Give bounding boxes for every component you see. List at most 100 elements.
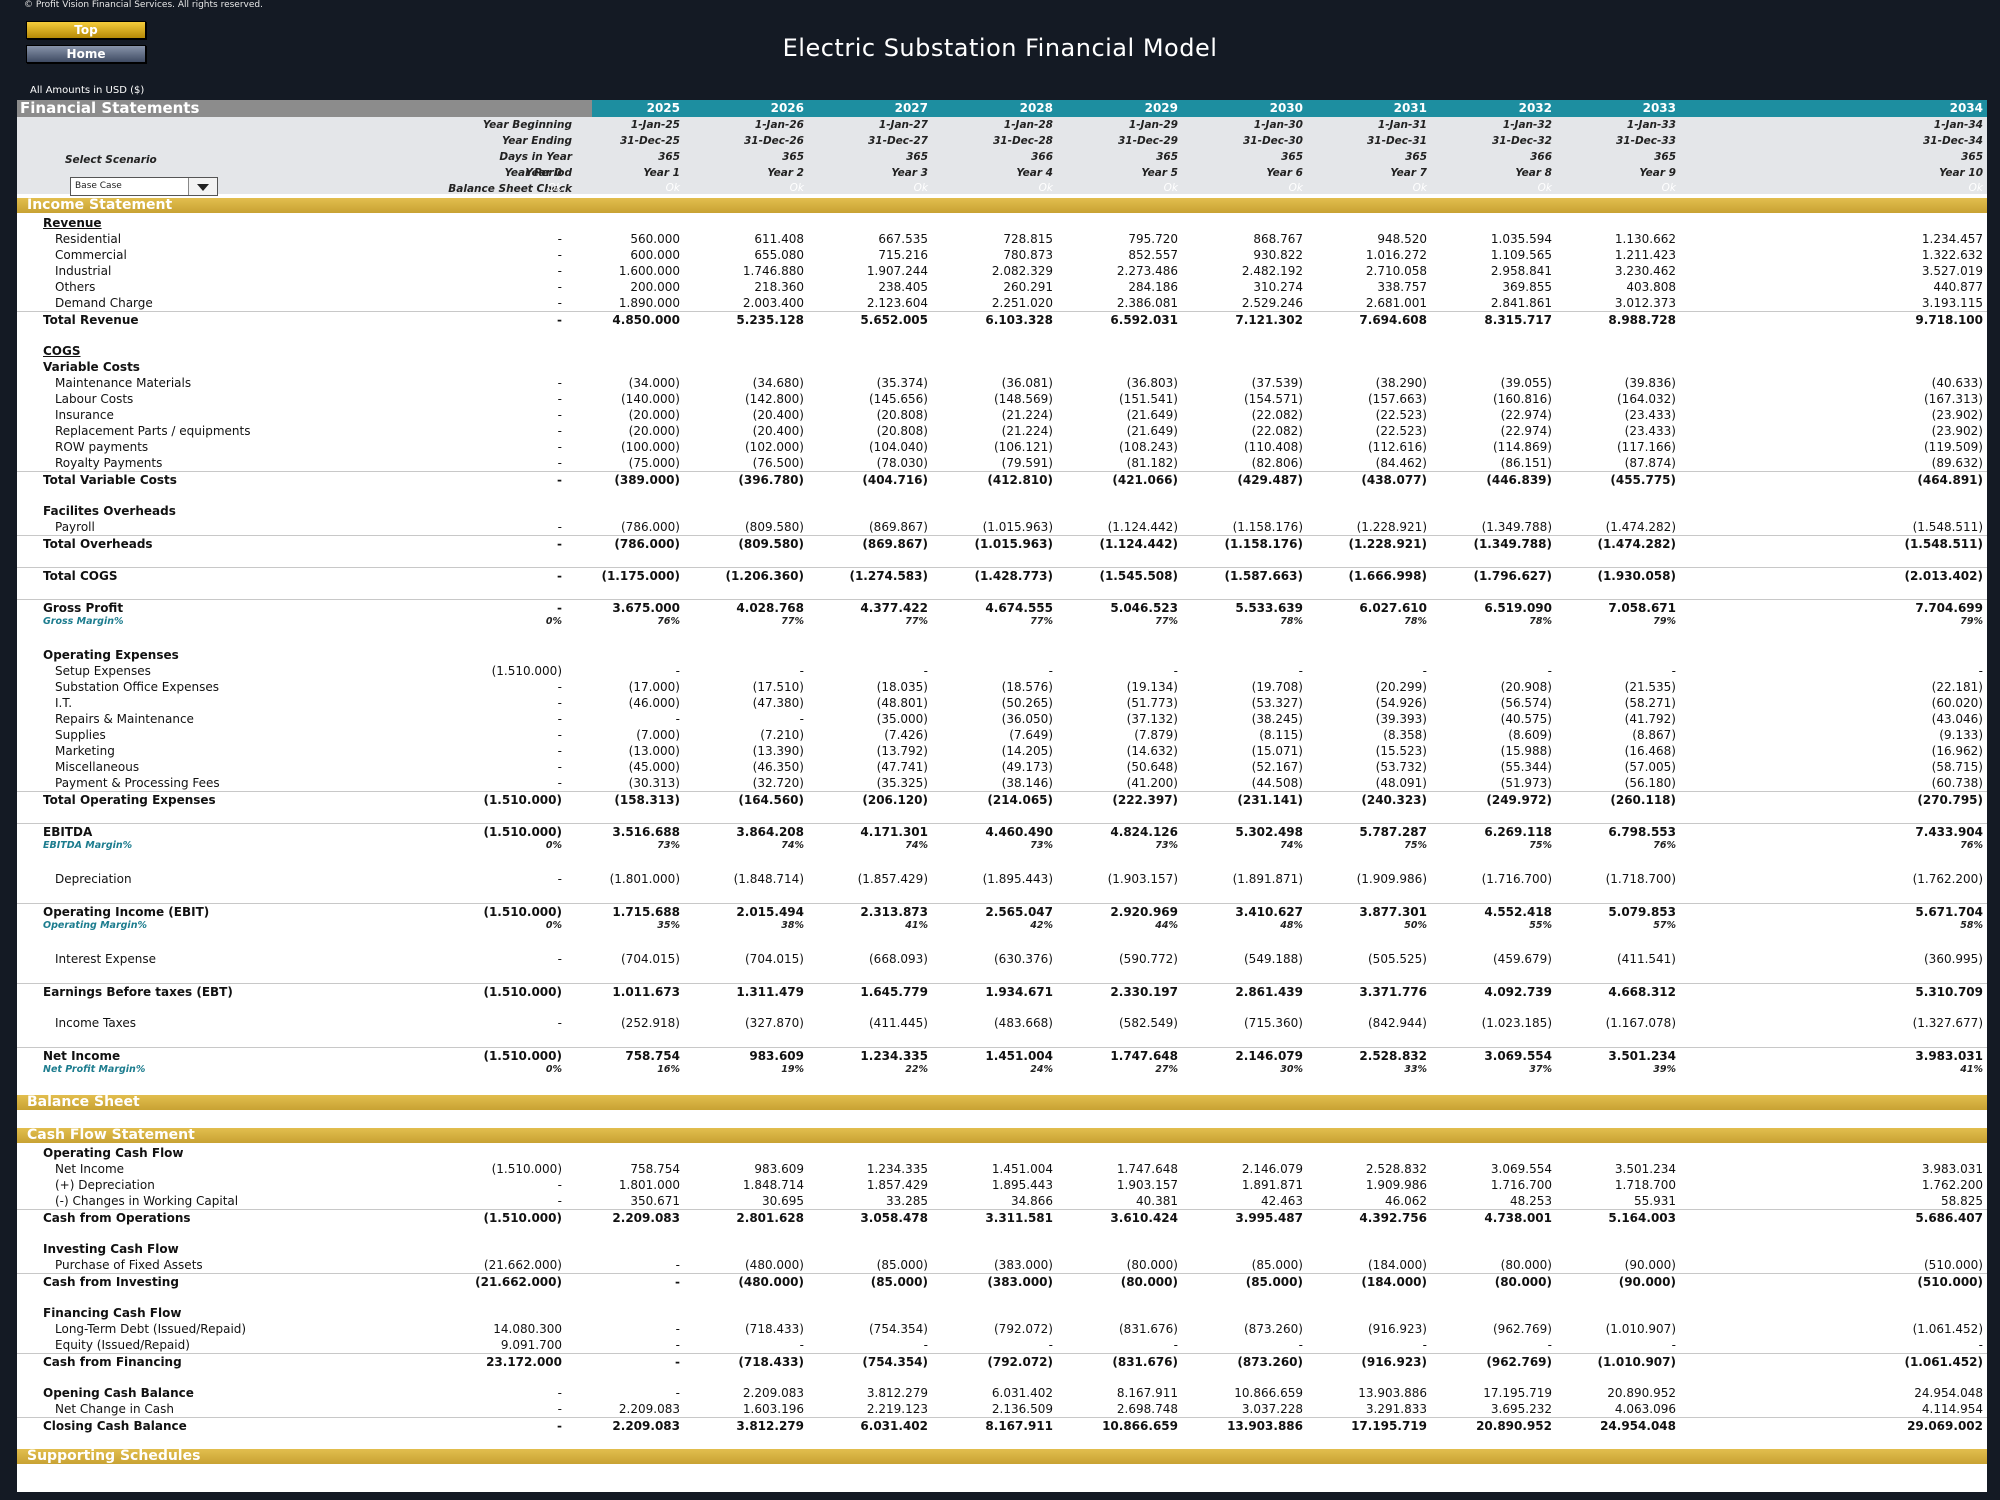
cell-value: (45.000) [628,760,680,774]
cell-value: - [1671,664,1676,678]
meta-value: 1-Jan-32 [1502,119,1552,131]
balance-check-value: Ok [1412,182,1427,194]
cell-value: (58.271) [1624,696,1676,710]
cell-value: - [1422,664,1427,678]
cell-value: 7.704.699 [1915,601,1983,615]
cell-value: (1.545.508) [1099,569,1178,583]
cell-value: (36.081) [1001,376,1053,390]
cell-value: (47.741) [876,760,928,774]
home-button[interactable]: Home [26,45,146,63]
cell-value: 948.520 [1377,232,1427,246]
cell-value: (2.013.402) [1904,569,1983,583]
cell-value: 983.609 [749,1049,804,1063]
copyright-notice: © Profit Vision Financial Services. All … [24,0,263,10]
income-row: Supplies - (7.000) (7.210) (7.426) (7.649) (7.… [17,727,1987,743]
cell-value: (56.180) [1624,776,1676,790]
row-label: Depreciation [55,872,132,886]
cell-value: 4.171.301 [860,825,928,839]
cell-value: (916.923) [1368,1322,1427,1336]
cell-value: 75% [1404,840,1427,851]
scenario-value: Base Case [75,181,122,191]
cell-value: 2.529.246 [1241,296,1303,310]
cell-value: (549.188) [1244,952,1303,966]
cell-value: - [557,408,562,422]
row-label: Total COGS [43,569,118,583]
cell-value: - [1048,1338,1053,1352]
cell-value: (1.010.907) [1605,1322,1676,1336]
cell-value: - [1671,1338,1676,1352]
cell-value: 338.757 [1377,280,1427,294]
cell-value: (21.649) [1126,424,1178,438]
cell-value: - [923,664,928,678]
meta-value: 365 [1405,151,1427,163]
cell-value: 2.209.083 [612,1419,680,1433]
cell-value: (35.374) [876,376,928,390]
cell-value: 218.360 [754,280,804,294]
cell-value: 2.528.832 [1365,1162,1427,1176]
income-row: EBITDA Margin% 0% 73% 74% 74% 73% 73% 74% 75% 75%… [17,839,1987,855]
cell-value: (9.133) [1939,728,1983,742]
year-label: 2031 [1393,101,1427,115]
cell-value: (41.200) [1126,776,1178,790]
cell-value: (1.510.000) [491,664,562,678]
cell-value: (1.762.200) [1912,872,1983,886]
row-label: Maintenance Materials [55,376,192,390]
cell-value: - [557,473,562,487]
cell-value: (421.066) [1112,473,1178,487]
cashflow-row: Cash from Investing (21.662.000) - (480.000… [17,1273,1987,1290]
cell-value: (20.808) [876,408,928,422]
cell-value: 5.787.287 [1359,825,1427,839]
cell-value: 1.715.688 [612,905,680,919]
cell-value: 27% [1155,1064,1178,1075]
cell-value: 611.408 [754,232,804,246]
cell-value: (404.716) [862,473,928,487]
row-label: Variable Costs [43,360,140,374]
year-label: 2028 [1019,101,1053,115]
sheet-section-title: Financial Statements [17,100,592,117]
balance-check-value: Ok [1968,182,1983,194]
balance-check-value: Ok [913,182,928,194]
cell-value: 77% [905,616,928,627]
row-label: Earnings Before taxes (EBT) [43,985,233,999]
cell-value: (809.580) [738,537,804,551]
cell-value: (1.428.773) [974,569,1053,583]
cell-value: 76% [1960,840,1983,851]
meta-value: 365 [906,151,928,163]
meta-value: Year 2 [767,167,804,179]
row-label: Setup Expenses [55,664,151,678]
scenario-dropdown[interactable]: Base Case [70,177,218,196]
chevron-down-icon[interactable] [188,178,217,195]
cell-value: (57.005) [1624,760,1676,774]
meta-value: Year 7 [1390,167,1427,179]
cell-value: (37.539) [1251,376,1303,390]
cell-value: - [799,712,804,726]
cell-value: (80.000) [1126,1258,1178,1272]
cell-value: (14.632) [1126,744,1178,758]
cell-value: 4.460.490 [985,825,1053,839]
cashflow-row: Net Income (1.510.000) 758.754 983.609 1.234… [17,1161,1987,1177]
income-row: Maintenance Materials - (34.000) (34.680) (3… [17,375,1987,391]
top-button[interactable]: Top [26,21,146,39]
row-label: Miscellaneous [55,760,140,774]
meta-value: 366 [1031,151,1053,163]
cashflow-row: Financing Cash Flow [17,1305,1987,1321]
cell-value: (1.206.360) [725,569,804,583]
cell-value: 1.895.443 [991,1178,1053,1192]
year-label: 2034 [1949,101,1983,115]
cell-value: - [1547,1338,1552,1352]
cell-value: 74% [781,840,804,851]
cell-value: 1.645.779 [860,985,928,999]
cell-value: (1.857.429) [857,872,928,886]
cell-value: 2.082.329 [991,264,1053,278]
cell-value: 1.234.335 [860,1049,928,1063]
cell-value: (429.487) [1237,473,1303,487]
cell-value: 758.754 [630,1162,680,1176]
income-row: Gross Margin% 0% 76% 77% 77% 77% 77% 78% 78% 78% 7… [17,615,1987,631]
cell-value: 40.381 [1136,1194,1178,1208]
income-row: Royalty Payments - (75.000) (76.500) (78.030… [17,455,1987,471]
row-label: Net Income [55,1162,125,1176]
cell-value: 1.762.200 [1921,1178,1983,1192]
cell-value: (56.574) [1500,696,1552,710]
meta-label: Year Ending [501,135,572,147]
cell-value: 3.527.019 [1921,264,1983,278]
